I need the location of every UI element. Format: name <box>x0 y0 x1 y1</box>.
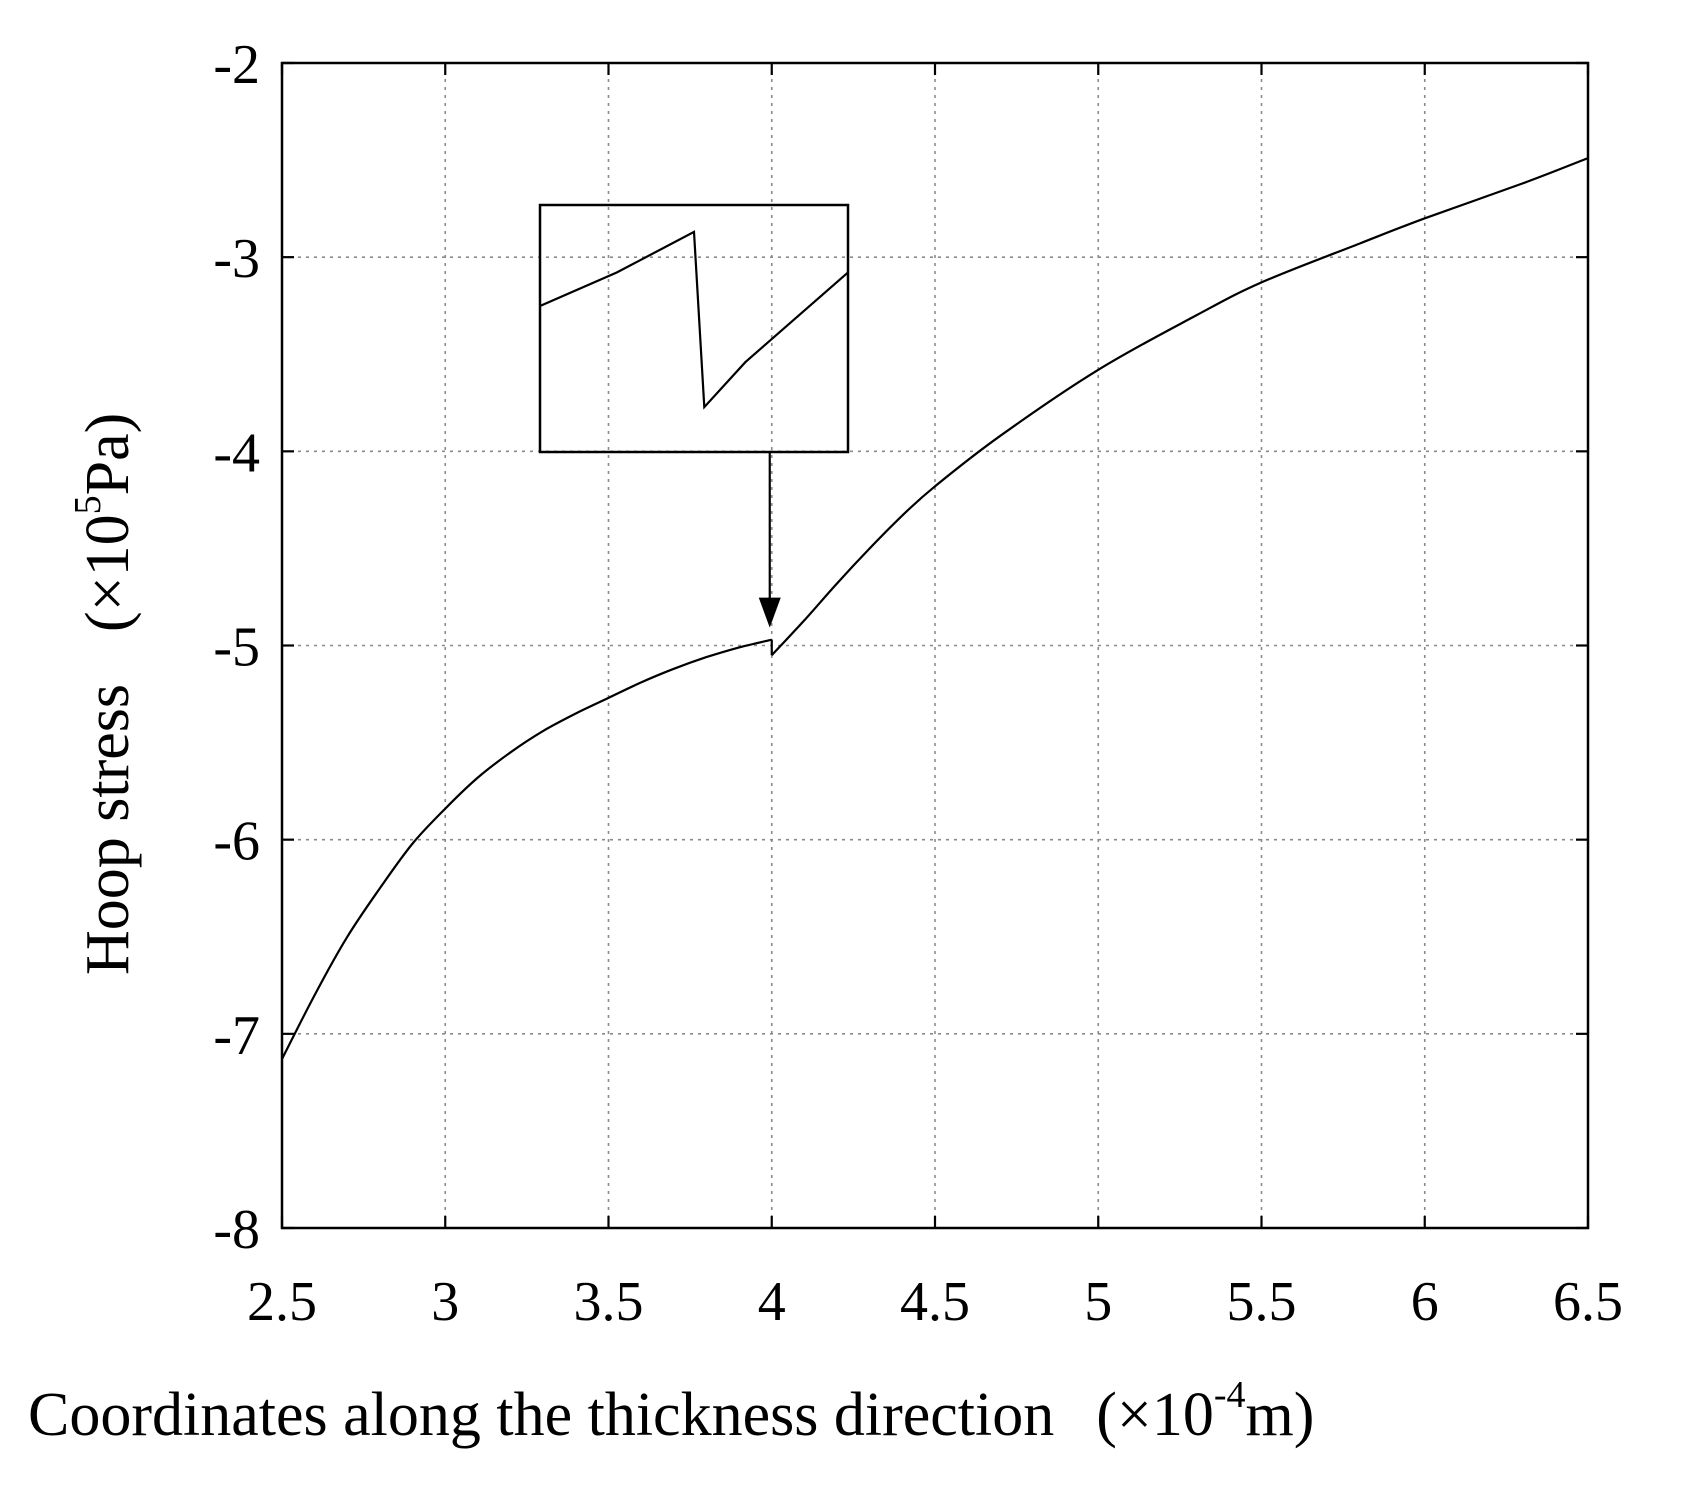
y-tick-label: -2 <box>213 34 260 96</box>
axis-ticks <box>280 61 1590 1230</box>
x-axis-title: Coordinates along the thickness directio… <box>28 1374 1314 1449</box>
y-tick-label: -7 <box>213 1005 260 1067</box>
y-axis-unit-exponent: 5 <box>67 495 109 514</box>
inset-arrow-head <box>758 597 781 628</box>
inset-frame <box>538 203 850 454</box>
y-tick-label: -3 <box>213 228 260 290</box>
y-axis-unit-open: (×10 <box>74 514 142 632</box>
x-tick-label: 4.5 <box>900 1271 970 1333</box>
x-tick-label: 3.5 <box>574 1271 644 1333</box>
series-line-segment-2 <box>770 157 1589 656</box>
x-tick-label: 4 <box>758 1271 786 1333</box>
series-line-segment-1 <box>281 638 773 1060</box>
y-tick-label: -5 <box>213 617 260 679</box>
x-tick-label: 6 <box>1411 1271 1439 1333</box>
x-tick-label: 5.5 <box>1227 1271 1297 1333</box>
x-tick-label: 6.5 <box>1553 1271 1623 1333</box>
y-tick-labels: -8 -7 -6 -5 -4 -3 -2 <box>213 34 260 1261</box>
y-axis-title-main: Hoop stress <box>74 684 142 975</box>
grid-lines <box>282 63 1588 1228</box>
x-tick-label: 5 <box>1084 1271 1112 1333</box>
y-tick-label: -8 <box>213 1199 260 1261</box>
y-tick-label: -6 <box>213 811 260 873</box>
x-axis-unit-exponent: -4 <box>1214 1374 1246 1416</box>
inset-zoom <box>538 203 850 628</box>
y-axis-title: Hoop stress (×105Pa) <box>67 413 142 975</box>
y-axis-unit-close: Pa) <box>74 413 142 496</box>
inset-curve <box>539 230 849 410</box>
x-tick-label: 2.5 <box>247 1271 317 1333</box>
y-tick-label: -4 <box>213 422 260 484</box>
x-axis-unit-close: m) <box>1246 1381 1315 1449</box>
data-series <box>281 157 1589 1060</box>
plot-frame <box>280 61 1590 1230</box>
x-tick-label: 3 <box>431 1271 459 1333</box>
x-axis-title-main: Coordinates along the thickness directio… <box>28 1381 1054 1449</box>
x-axis-unit-open: (×10 <box>1096 1381 1214 1449</box>
x-tick-labels: 2.5 3 3.5 4 4.5 5 5.5 6 6.5 <box>247 1271 1623 1333</box>
